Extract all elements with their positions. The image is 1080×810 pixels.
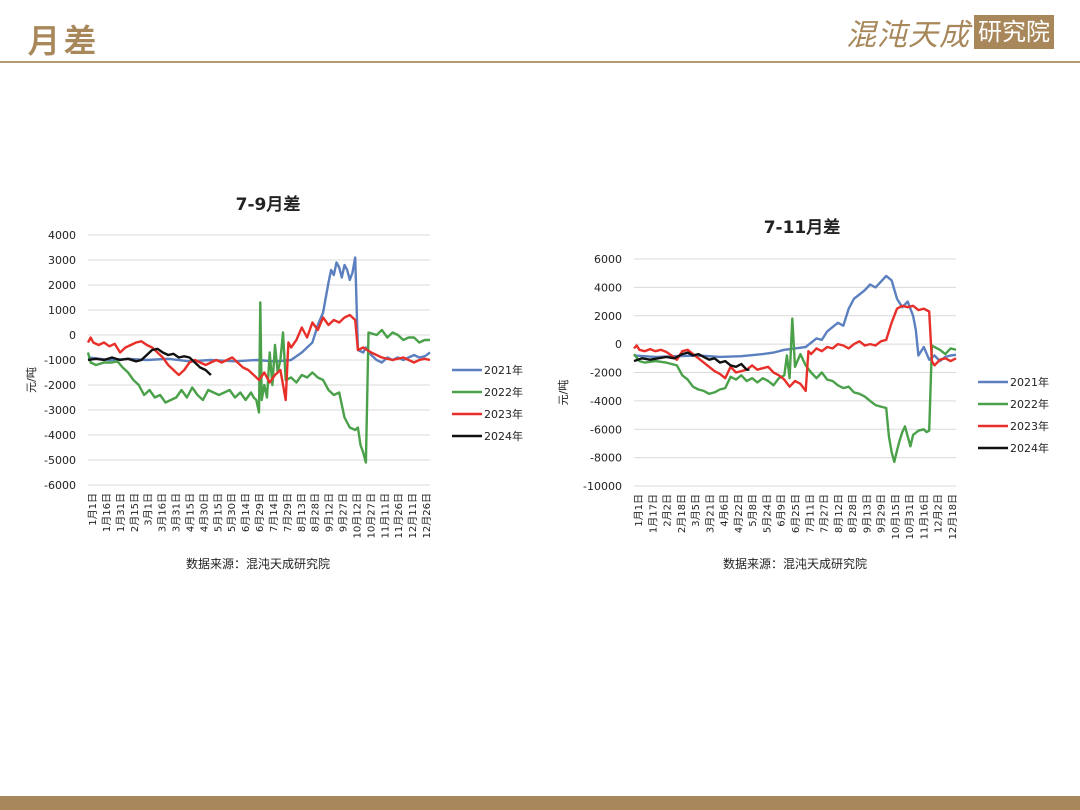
x-tick-label: 3月5日: [690, 494, 702, 527]
x-tick-label: 10月31日: [904, 494, 916, 539]
x-tick-label: 9月29日: [876, 494, 888, 533]
y-tick-label: 2000: [594, 310, 622, 323]
y-tick-label: 6000: [594, 253, 622, 266]
chart-7-9-svg: 7-9月差 4000 3000 2000 1000 0 -1000 -2000 -3000 -40…: [25, 194, 523, 571]
x-tick-label: 8月28日: [310, 493, 322, 532]
legend-label: 2022年: [1010, 397, 1049, 411]
series-line-2022年: [86, 301, 430, 464]
x-tick-label: 6月14日: [240, 493, 252, 532]
x-tick-label: 11月11日: [379, 493, 391, 538]
y-tick-label: -2000: [590, 367, 622, 380]
x-tick-label: 5月15日: [212, 493, 224, 532]
x-tick-label: 3月1日: [143, 493, 155, 526]
x-tick-label: 7月27日: [819, 494, 831, 533]
page-title: 月差: [28, 22, 101, 60]
legend-label: 2024年: [1010, 441, 1049, 455]
x-tick-label: 12月11日: [407, 493, 419, 538]
y-tick-label: 0: [69, 329, 76, 342]
x-tick-label: 4月30日: [198, 493, 210, 532]
series-line-2021年: [633, 274, 957, 363]
x-tick-label: 10月15日: [890, 494, 902, 539]
y-tick-label: -6000: [590, 423, 622, 436]
x-tick-label: 12月2日: [933, 494, 945, 533]
x-tick-label: 9月13日: [861, 494, 873, 533]
y-tick-label: -5000: [44, 454, 76, 467]
x-tick-label: 8月12日: [833, 494, 845, 533]
y-tick-label: -3000: [44, 404, 76, 417]
x-tick-label: 11月16日: [918, 494, 930, 539]
legend-label: 2022年: [484, 385, 523, 399]
x-tick-label: 2月18日: [676, 494, 688, 533]
chart-7-11-spread: 7-11月差 6000 4000 2000 0 -2000 -4000 -6000 -8000 -…: [540, 180, 1080, 580]
x-tick-label: 6月25日: [790, 494, 802, 533]
legend-label: 2021年: [484, 363, 523, 377]
x-tick-label: 5月8日: [747, 494, 759, 527]
chart-title: 7-9月差: [236, 194, 301, 215]
y-axis-label: 元/吨: [25, 367, 38, 393]
series-line-2023年: [86, 313, 431, 402]
series-line-2024年: [633, 351, 750, 371]
x-tick-label: 3月16日: [157, 493, 169, 532]
chart-title: 7-11月差: [764, 217, 841, 238]
source-note: 数据来源：混沌天成研究院: [186, 556, 330, 571]
x-tick-label: 5月24日: [761, 494, 773, 533]
x-tick-label: 3月31日: [171, 493, 183, 532]
x-tick-label: 10月27日: [365, 493, 377, 538]
x-tick-label: 9月27日: [338, 493, 350, 532]
x-tick-label: 4月6日: [719, 494, 731, 527]
y-tick-label: 1000: [48, 304, 76, 317]
legend-label: 2023年: [484, 407, 523, 421]
series-line-2023年: [633, 304, 957, 393]
y-axis-label: 元/吨: [557, 380, 570, 406]
x-tick-label: 8月28日: [847, 494, 859, 533]
y-tick-label: 2000: [48, 279, 76, 292]
x-tick-label: 1月31日: [115, 493, 127, 532]
y-tick-label: 3000: [48, 254, 76, 267]
y-tick-label: -2000: [44, 379, 76, 392]
x-tick-label: 7月14日: [268, 493, 280, 532]
legend-label: 2024年: [484, 429, 523, 443]
x-tick-label: 6月9日: [776, 494, 788, 527]
y-tick-label: -4000: [590, 395, 622, 408]
source-note: 数据来源：混沌天成研究院: [723, 556, 867, 571]
y-tick-label: 4000: [594, 281, 622, 294]
y-tick-label: -1000: [44, 354, 76, 367]
logo-text: 混沌天成: [846, 18, 970, 53]
chart-7-9-spread: 7-9月差 4000 3000 2000 1000 0 -1000 -2000 -3000 -40…: [0, 180, 540, 580]
footer-bar: [0, 796, 1080, 810]
legend-label: 2021年: [1010, 375, 1049, 389]
chart-7-11-svg: 7-11月差 6000 4000 2000 0 -2000 -4000 -6000 -8000 -…: [557, 217, 1049, 571]
x-tick-label: 11月26日: [393, 493, 405, 538]
x-tick-label: 2月15日: [129, 493, 141, 532]
x-tick-label: 1月17日: [647, 494, 659, 533]
x-tick-label: 1月1日: [633, 494, 645, 527]
x-tick-label: 7月11日: [804, 494, 816, 533]
x-tick-label: 2月2日: [662, 494, 674, 527]
y-tick-label: 0: [615, 338, 622, 351]
x-tick-label: 12月26日: [421, 493, 433, 538]
header-divider: [0, 61, 1080, 63]
x-tick-label: 4月15日: [184, 493, 196, 532]
x-tick-label: 8月13日: [296, 493, 308, 532]
legend-label: 2023年: [1010, 419, 1049, 433]
logo-box-text: 研究院: [974, 15, 1054, 49]
x-tick-label: 7月29日: [282, 493, 294, 532]
x-tick-label: 4月22日: [733, 494, 745, 533]
series-line-2022年: [633, 317, 957, 464]
brand-logo: 混沌天成 研究院: [846, 14, 1054, 53]
y-tick-label: -4000: [44, 429, 76, 442]
x-tick-label: 10月12日: [351, 493, 363, 538]
x-tick-label: 12月18日: [947, 494, 959, 539]
y-tick-label: -8000: [590, 452, 622, 465]
x-tick-label: 1月16日: [101, 493, 113, 532]
y-tick-label: 4000: [48, 229, 76, 242]
x-tick-label: 9月12日: [324, 493, 336, 532]
x-tick-label: 3月21日: [704, 494, 716, 533]
series-line-2024年: [87, 347, 212, 376]
x-tick-label: 6月29日: [254, 493, 266, 532]
x-tick-label: 1月1日: [87, 493, 99, 526]
x-tick-label: 5月30日: [226, 493, 238, 532]
y-tick-label: -6000: [44, 479, 76, 492]
y-tick-label: -10000: [583, 480, 622, 493]
